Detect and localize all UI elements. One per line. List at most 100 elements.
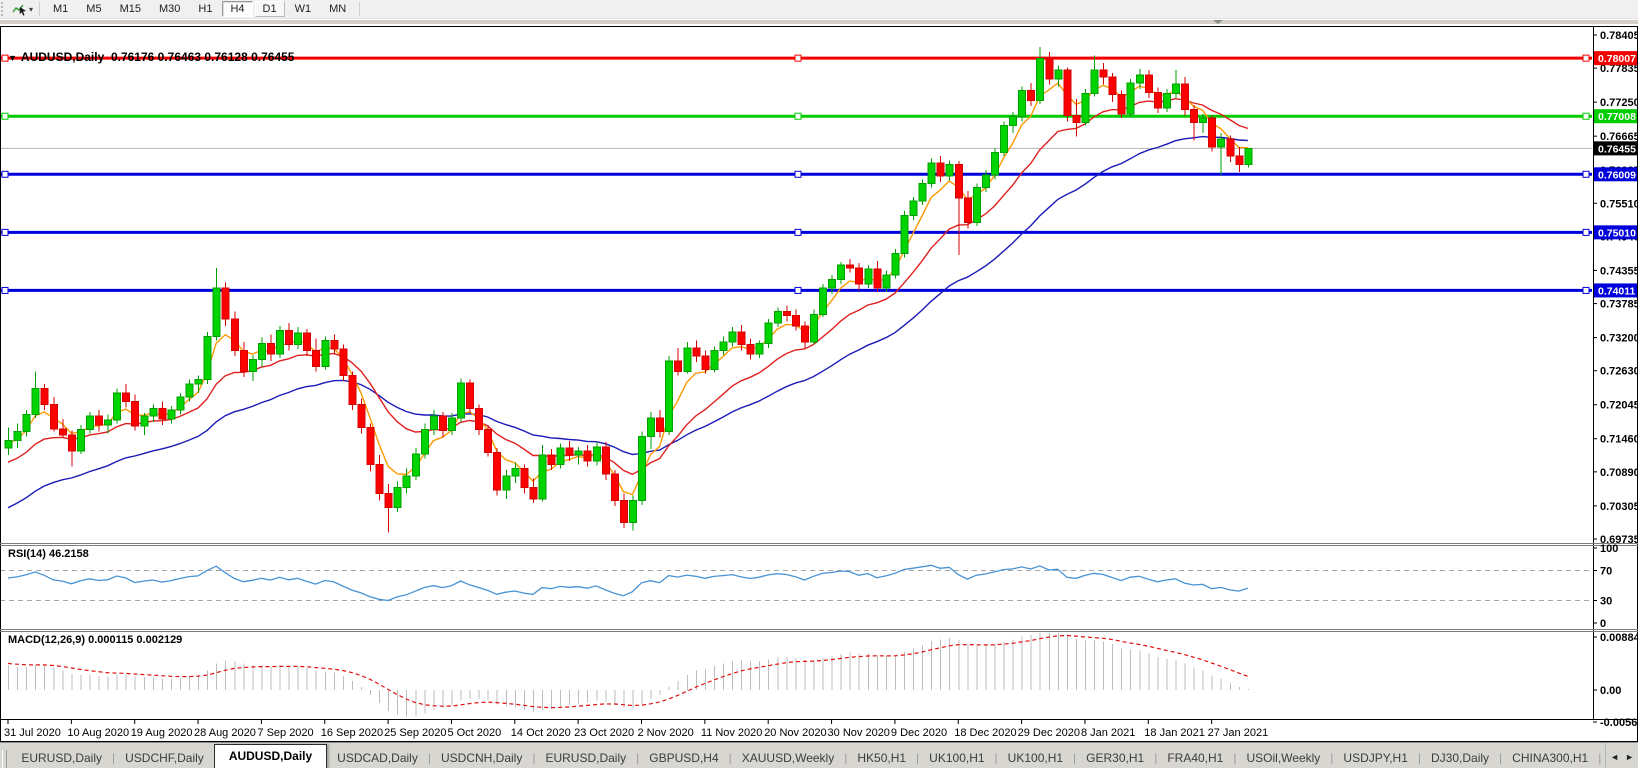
hline-price-badge-label: 0.76009 <box>1598 169 1636 181</box>
rsi-pane[interactable] <box>0 564 1593 602</box>
candle-body-bear <box>610 473 619 501</box>
macd-tick-label: 0.00 <box>1600 685 1621 697</box>
candle-body-bull <box>257 342 266 361</box>
candle-body-bull <box>1018 90 1027 118</box>
candles[interactable] <box>4 46 1253 533</box>
line-handle[interactable] <box>794 54 802 62</box>
candle-body-bear <box>692 347 701 357</box>
candle-body-bear <box>873 268 882 289</box>
price-chart-svg[interactable]: 0.784050.778350.772500.766650.760850.755… <box>0 24 1638 742</box>
chart-tab-USOil-Weekly[interactable]: USOil,Weekly <box>1246 751 1321 765</box>
tab-separator: | <box>844 751 848 765</box>
line-handle[interactable] <box>1582 286 1590 294</box>
timeframe-button-MN[interactable]: MN <box>329 3 347 15</box>
chart-tab-EURUSD-Daily[interactable]: EURUSD,Daily <box>21 751 102 765</box>
candle-body-bull <box>592 446 601 462</box>
tabbar-grip[interactable] <box>2 750 8 768</box>
chart-tab-AUDUSD-Daily[interactable]: AUDUSD,Daily <box>213 744 328 768</box>
chart-tab-USDCNH-Daily[interactable]: USDCNH,Daily <box>440 751 523 765</box>
chart-tab-USDCHF-Daily[interactable]: USDCHF,Daily <box>125 751 204 765</box>
rsi-tick-label: 70 <box>1600 566 1612 578</box>
macd-signal-line <box>7 634 1249 709</box>
line-handle[interactable] <box>1582 170 1590 178</box>
line-handle[interactable] <box>1 286 9 294</box>
candle-body-bear <box>619 499 628 523</box>
candle-body-bear <box>737 331 746 346</box>
date-tick-label: 23 Oct 2020 <box>574 727 634 739</box>
line-handle[interactable] <box>1 112 9 120</box>
chart-pointer-icon[interactable] <box>11 2 29 16</box>
candle-body-bull <box>276 330 284 355</box>
collapse-triangle-icon[interactable]: ▼ <box>8 53 17 63</box>
timeframe-button-H4[interactable]: H4 <box>222 1 253 17</box>
tab-scroll-left-icon[interactable]: ◄ <box>1610 752 1620 762</box>
candle-body-bear <box>266 342 275 355</box>
chart-tab-CHINA300-H1[interactable]: CHINA300,H1 <box>1512 751 1589 765</box>
chart-tab-XAUUSD-Weekly[interactable]: XAUUSD,Weekly <box>741 751 835 765</box>
chart-tab-FRA40-H1[interactable]: FRA40,H1 <box>1167 751 1224 765</box>
price-tick-label: 0.71460 <box>1600 434 1638 446</box>
candle-body-bull <box>113 392 122 421</box>
chart-tab-HK50-H1[interactable]: HK50,H1 <box>857 751 907 765</box>
chart-tab-USDJPY-H1[interactable]: USDJPY,H1 <box>1343 751 1408 765</box>
chart-tab-UK100-H1[interactable]: UK100,H1 <box>1007 751 1064 765</box>
line-handle[interactable] <box>1582 112 1590 120</box>
toolbar-separator <box>39 2 41 16</box>
candle-body-bear <box>58 428 67 436</box>
timeframe-button-H1[interactable]: H1 <box>198 3 213 15</box>
tab-separator: | <box>427 751 431 765</box>
timeframe-button-M5[interactable]: M5 <box>86 3 102 15</box>
candle-body-bear <box>438 415 447 432</box>
candle-body-bull <box>773 310 782 324</box>
date-tick-label: 30 Nov 2020 <box>828 727 890 739</box>
line-handle[interactable] <box>1 170 9 178</box>
candle-body-bull <box>1090 69 1099 94</box>
chart-tab-UK100-H1[interactable]: UK100,H1 <box>929 751 985 765</box>
line-handle[interactable] <box>794 170 802 178</box>
chevron-down-icon[interactable]: ▾ <box>29 4 34 14</box>
toolbar-grip[interactable] <box>1 2 8 16</box>
tab-scroll-right-icon[interactable]: ► <box>1625 752 1634 762</box>
line-handle[interactable] <box>794 228 802 236</box>
price-tick-label: 0.72045 <box>1600 400 1638 412</box>
line-handle[interactable] <box>1 228 9 236</box>
current-price-badge <box>1594 141 1637 156</box>
line-handle[interactable] <box>1582 54 1590 62</box>
chart-tab-DJ30-Daily[interactable]: DJ30,Daily <box>1431 751 1490 765</box>
candle-body-bull <box>1217 138 1226 148</box>
chart-tab-EURUSD-Daily[interactable]: EURUSD,Daily <box>545 751 627 765</box>
chart-tab-USDCAD-Daily[interactable]: USDCAD,Daily <box>337 751 418 765</box>
candle-body-bull <box>538 454 547 500</box>
timeframe-button-D1[interactable]: D1 <box>254 1 285 17</box>
price-tick-label: 0.70890 <box>1600 467 1638 479</box>
candle-body-bear <box>475 407 484 430</box>
candle-body-bear <box>1226 138 1235 157</box>
timeframe-button-M30[interactable]: M30 <box>158 3 181 15</box>
timeframe-button-W1[interactable]: W1 <box>294 3 312 15</box>
chart-tab-GBPUSD-H4[interactable]: GBPUSD,H4 <box>649 751 719 765</box>
chart-canvas[interactable]: 0.784050.778350.772500.766650.760850.755… <box>0 24 1638 742</box>
macd-tick-label: 0.00884 <box>1600 632 1638 644</box>
candle-body-bull <box>710 349 719 371</box>
line-handle[interactable] <box>794 286 802 294</box>
main-pane[interactable] <box>0 46 1593 533</box>
price-tick-label: 0.77835 <box>1600 63 1638 75</box>
candle-body-bull <box>22 413 31 433</box>
chart-tab-bar: EURUSD,Daily | USDCHF,Daily AUDUSD,Daily USD… <box>0 742 1638 768</box>
tab-separator: | <box>728 751 732 765</box>
timeframe-button-M15[interactable]: M15 <box>119 3 141 15</box>
line-handle[interactable] <box>1582 228 1590 236</box>
macd-pane[interactable] <box>7 630 1249 717</box>
line-handle[interactable] <box>794 112 802 120</box>
chart-tab-GER30-H1[interactable]: GER30,H1 <box>1086 751 1145 765</box>
tab-separator: | <box>1417 751 1422 765</box>
candle-body-bear <box>49 403 58 430</box>
macd-indicator-label: MACD(12,26,9) 0.000115 0.002129 <box>8 634 182 646</box>
tab-separator: | <box>1154 751 1158 765</box>
line-handle[interactable] <box>1 54 9 62</box>
candle-body-bear <box>547 454 556 465</box>
candle-body-bear <box>701 355 710 371</box>
tab-scroll-arrows: ◄ ► <box>1605 743 1638 768</box>
timeframe-button-M1[interactable]: M1 <box>53 3 69 15</box>
chart-scroll-marker-icon[interactable] <box>1213 20 1223 24</box>
